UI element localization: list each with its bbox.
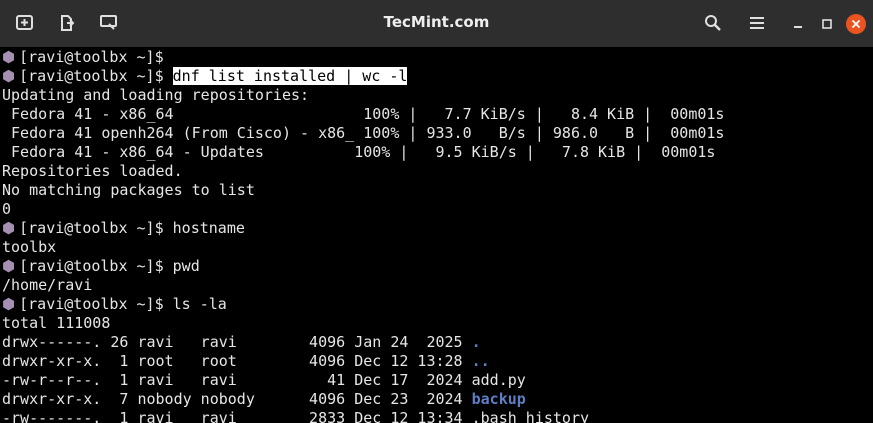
terminal-line: Fedora 41 - x86_64 - Updates 100% | 9.5 … — [2, 143, 715, 162]
terminal-line: drwx------. 26 ravi ravi 4096 Jan 24 202… — [2, 333, 481, 352]
prompt: [ravi@toolbx ~]$ — [19, 219, 164, 237]
file-name: backup — [471, 390, 526, 408]
terminal-line: No matching packages to list — [2, 181, 255, 200]
terminal-line: ⬢ [ravi@toolbx ~]$ pwd — [2, 257, 200, 276]
terminal-line: Repositories loaded. — [2, 162, 183, 181]
title-bar: TecMint.com — [0, 0, 873, 47]
terminal-line: drwxr-xr-x. 1 root root 4096 Dec 12 13:2… — [2, 352, 490, 371]
terminal-line: drwxr-xr-x. 7 nobody nobody 4096 Dec 23 … — [2, 390, 526, 409]
command: dnf list installed | wc -l — [172, 67, 408, 85]
terminal-line: toolbx — [2, 238, 56, 257]
close-button[interactable] — [845, 13, 867, 35]
file-name: .. — [471, 352, 490, 370]
output-text: 0 — [2, 200, 12, 218]
container-icon: ⬢ — [2, 257, 16, 275]
terminal-line: Fedora 41 - x86_64 100% | 7.7 KiB/s | 8.… — [2, 105, 724, 124]
terminal-line: ⬢ [ravi@toolbx ~]$ hostname — [2, 219, 245, 238]
output-text: Fedora 41 openh264 (From Cisco) - x86_ 1… — [2, 124, 725, 142]
output-text: Updating and loading repositories: — [2, 86, 310, 104]
container-icon: ⬢ — [2, 67, 16, 85]
tab-menu-button[interactable] — [100, 15, 118, 31]
terminal-line: total 111008 — [2, 314, 110, 333]
terminal-line: Fedora 41 openh264 (From Cisco) - x86_ 1… — [2, 124, 724, 143]
command: pwd — [172, 257, 200, 275]
output-text: Fedora 41 - x86_64 - Updates 100% | 9.5 … — [2, 143, 716, 161]
container-icon: ⬢ — [2, 48, 16, 66]
output-text: drwxr-xr-x. 7 nobody nobody 4096 Dec 23 … — [2, 390, 463, 408]
terminal-line: /home/ravi — [2, 276, 92, 295]
prompt: [ravi@toolbx ~]$ — [19, 295, 164, 313]
file-name: add.py — [471, 371, 526, 389]
output-text: drwx------. 26 ravi ravi 4096 Jan 24 202… — [2, 333, 463, 351]
output-text: toolbx — [2, 238, 57, 256]
output-text: /home/ravi — [2, 276, 93, 294]
search-button[interactable] — [704, 14, 722, 32]
terminal-line: Updating and loading repositories: — [2, 86, 309, 105]
terminal-line: 0 — [2, 200, 11, 219]
command: hostname — [172, 219, 245, 237]
output-text: Repositories loaded. — [2, 162, 183, 180]
output-text: -rw-------. 1 ravi ravi 2833 Dec 12 13:3… — [2, 409, 463, 423]
terminal-line: ⬢ [ravi@toolbx ~]$ — [2, 48, 173, 67]
output-text: -rw-r--r--. 1 ravi ravi 41 Dec 17 2024 — [2, 371, 463, 389]
terminal-line: -rw-------. 1 ravi ravi 2833 Dec 12 13:3… — [2, 409, 589, 423]
output-text: total 111008 — [2, 314, 111, 332]
minimize-button[interactable] — [790, 16, 806, 32]
prompt: [ravi@toolbx ~]$ — [19, 48, 164, 66]
file-name: .bash_history — [471, 409, 590, 423]
terminal-line: ⬢ [ravi@toolbx ~]$ dnf list installed | w… — [2, 67, 408, 86]
container-icon: ⬢ — [2, 219, 16, 237]
terminal-line: -rw-r--r--. 1 ravi ravi 41 Dec 17 2024 a… — [2, 371, 526, 390]
new-tab-button[interactable] — [16, 15, 34, 31]
detach-button[interactable] — [58, 14, 76, 32]
output-text: No matching packages to list — [2, 181, 255, 199]
prompt: [ravi@toolbx ~]$ — [19, 257, 164, 275]
terminal: ⬢ [ravi@toolbx ~]$ ⬢ [ravi@toolbx ~]$ dnf … — [0, 47, 873, 423]
terminal-line: ⬢ [ravi@toolbx ~]$ ls -la — [2, 295, 227, 314]
maximize-button[interactable] — [819, 16, 835, 32]
output-text: drwxr-xr-x. 1 root root 4096 Dec 12 13:2… — [2, 352, 463, 370]
menu-button[interactable] — [748, 14, 766, 32]
file-name: . — [471, 333, 481, 351]
output-text: Fedora 41 - x86_64 100% | 7.7 KiB/s | 8.… — [2, 105, 725, 123]
window-title: TecMint.com — [383, 13, 490, 31]
container-icon: ⬢ — [2, 295, 16, 313]
prompt: [ravi@toolbx ~]$ — [19, 67, 164, 85]
command: ls -la — [172, 295, 227, 313]
